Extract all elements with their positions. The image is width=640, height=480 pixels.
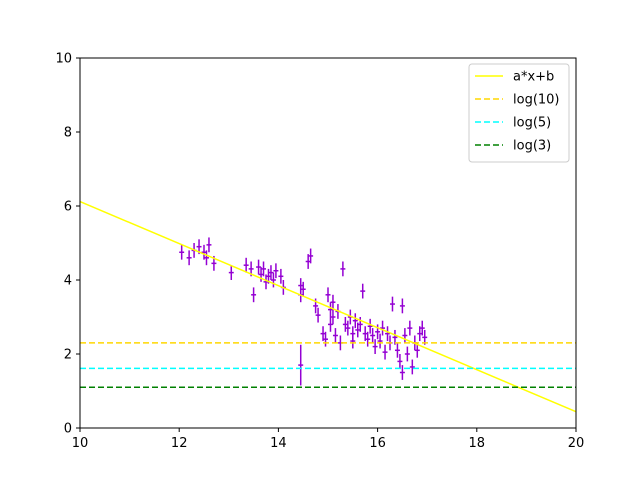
data-point [392, 329, 398, 345]
data-point [330, 309, 336, 325]
data-point [278, 268, 284, 284]
y-tick-label: 10 [55, 52, 72, 67]
data-point [340, 261, 346, 277]
data-point [261, 261, 266, 277]
data-point [345, 320, 351, 336]
x-tick-label: 20 [568, 436, 585, 451]
legend-label: log(5) [513, 116, 551, 131]
plot-frame [79, 57, 577, 429]
data-point [328, 317, 333, 332]
data-point [380, 320, 386, 336]
data-point [315, 307, 321, 323]
data-point [360, 283, 366, 299]
data-point [382, 344, 388, 360]
data-point [352, 313, 358, 329]
data-point [298, 344, 304, 386]
data-point [397, 354, 403, 369]
data-point [357, 317, 363, 332]
data-point [206, 237, 212, 253]
x-tick-label: 18 [469, 436, 486, 451]
x-tick-label: 12 [171, 436, 188, 451]
data-point [399, 365, 405, 380]
data-point [394, 342, 400, 358]
x-tick-label: 10 [72, 436, 89, 451]
data-point [300, 281, 306, 297]
legend: a*x+b log(10) log(5) log(3) [468, 63, 570, 163]
legend-label: log(10) [513, 93, 560, 108]
data-point [186, 250, 192, 266]
legend-label: log(3) [513, 139, 551, 154]
data-point [270, 272, 276, 288]
legend-label: a*x+b [513, 70, 554, 85]
data-point [385, 326, 390, 342]
y-tick-label: 8 [64, 126, 72, 141]
x-tick-label: 14 [270, 436, 287, 451]
data-point [372, 339, 378, 354]
data-point [273, 263, 279, 279]
y-tick-label: 0 [64, 422, 72, 437]
y-tick-label: 4 [64, 274, 72, 289]
data-point [256, 259, 262, 275]
data-point [204, 250, 209, 266]
data-point [419, 320, 425, 336]
data-point [308, 248, 314, 264]
data-point [325, 287, 331, 303]
data-point [342, 317, 348, 332]
data-point [179, 244, 185, 260]
y-tick-label: 2 [64, 348, 72, 363]
data-point [399, 298, 405, 314]
data-point [330, 294, 336, 310]
legend-box [468, 63, 570, 163]
data-point [328, 302, 333, 317]
data-point [228, 265, 234, 280]
data-point [365, 331, 371, 347]
data-point [404, 346, 410, 362]
data-point [367, 318, 373, 334]
y-tick-label: 6 [64, 200, 72, 215]
data-point [377, 333, 383, 349]
data-point [409, 359, 415, 375]
data-point [251, 287, 257, 303]
data-point [332, 328, 338, 343]
data-point [243, 257, 249, 273]
data-point [402, 328, 408, 343]
data-point [350, 333, 356, 349]
data-point [268, 265, 274, 280]
data-point [370, 328, 376, 343]
data-point [414, 342, 420, 358]
data-point [390, 296, 395, 312]
data-point [407, 320, 413, 336]
x-tick-label: 16 [369, 436, 386, 451]
series-line-a-x-b [80, 200, 576, 413]
data-point [323, 331, 328, 347]
